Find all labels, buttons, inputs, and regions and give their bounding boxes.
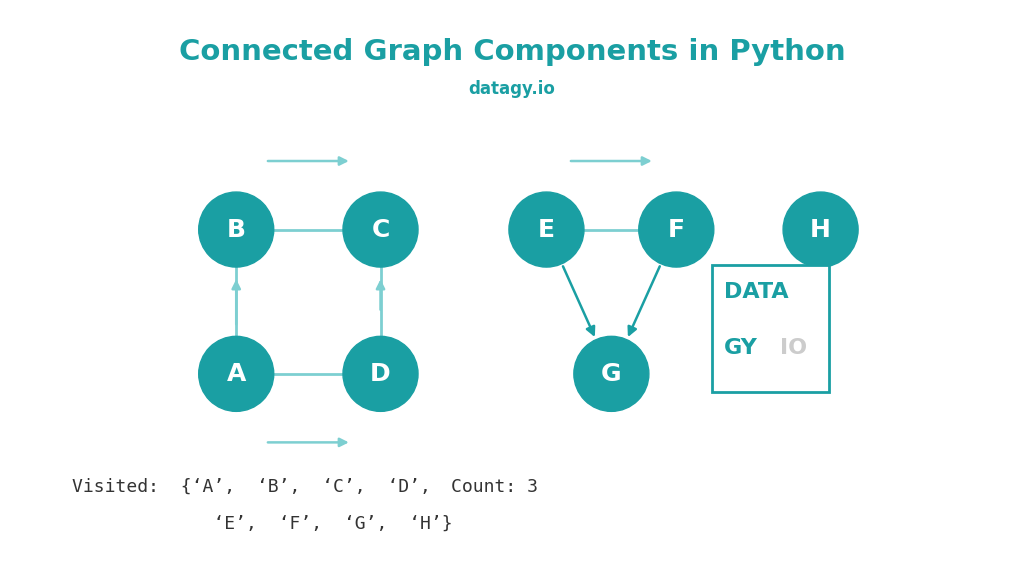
Text: DATA: DATA xyxy=(724,282,788,302)
Circle shape xyxy=(573,336,649,411)
Circle shape xyxy=(343,192,418,267)
Text: C: C xyxy=(372,218,390,241)
Text: IO: IO xyxy=(780,339,807,358)
Circle shape xyxy=(343,336,418,411)
Text: A: A xyxy=(226,362,246,386)
Circle shape xyxy=(199,336,273,411)
Text: H: H xyxy=(810,218,831,241)
Circle shape xyxy=(199,192,273,267)
Text: GY: GY xyxy=(724,339,758,358)
Text: G: G xyxy=(601,362,622,386)
Text: B: B xyxy=(226,218,246,241)
Text: Connected Graph Components in Python: Connected Graph Components in Python xyxy=(178,38,846,66)
Text: datagy.io: datagy.io xyxy=(469,80,555,98)
Text: Count: 3: Count: 3 xyxy=(451,478,538,496)
Text: D: D xyxy=(371,362,391,386)
Circle shape xyxy=(639,192,714,267)
Text: ‘E’,  ‘F’,  ‘G’,  ‘H’}: ‘E’, ‘F’, ‘G’, ‘H’} xyxy=(72,515,453,533)
Circle shape xyxy=(509,192,584,267)
Text: F: F xyxy=(668,218,685,241)
Circle shape xyxy=(783,192,858,267)
Text: E: E xyxy=(538,218,555,241)
Text: Visited:  {‘A’,  ‘B’,  ‘C’,  ‘D’,: Visited: {‘A’, ‘B’, ‘C’, ‘D’, xyxy=(72,478,430,496)
